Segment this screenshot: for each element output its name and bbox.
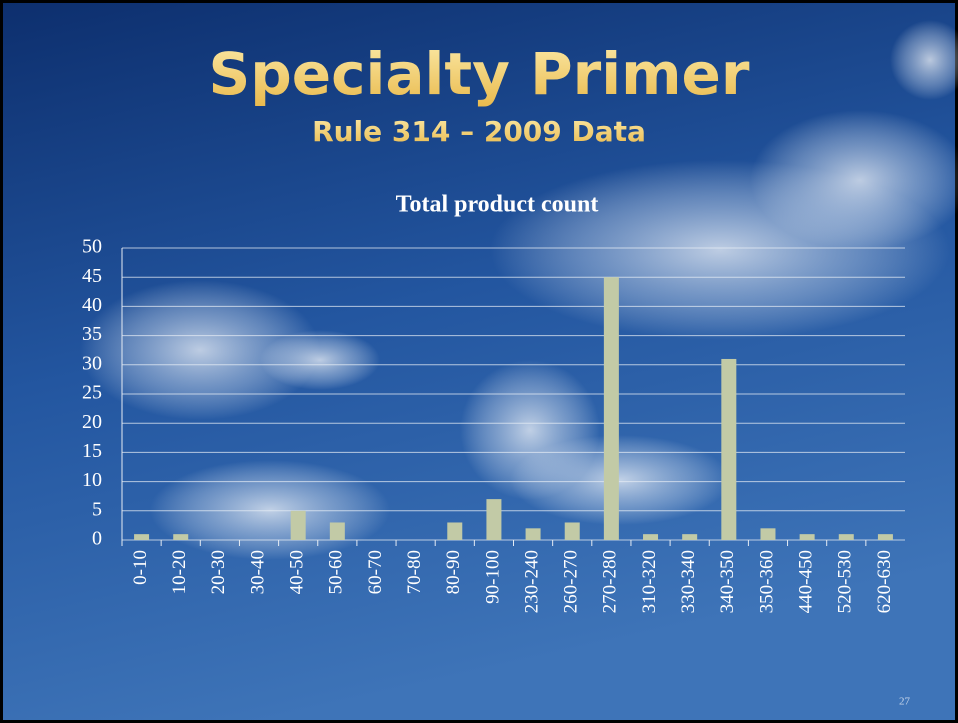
bar [486, 499, 502, 540]
bar [643, 534, 659, 540]
y-tick-label: 15 [82, 440, 102, 462]
bar [838, 534, 854, 540]
bar [799, 534, 815, 540]
x-tick-label: 340-350 [717, 550, 738, 613]
x-tick-label: 440-450 [795, 550, 816, 613]
bar [134, 534, 150, 540]
y-tick-label: 5 [92, 498, 102, 520]
y-tick-label: 45 [82, 265, 102, 287]
x-tick-label: 50-60 [326, 550, 347, 594]
x-tick-label: 60-70 [365, 550, 386, 594]
y-tick-label: 50 [82, 236, 102, 258]
bar [682, 534, 698, 540]
x-tick-label: 330-340 [678, 550, 699, 613]
y-tick-label: 40 [82, 294, 102, 316]
bar [603, 277, 619, 540]
x-tick-label: 20-30 [208, 550, 229, 594]
bar [290, 510, 306, 540]
x-tick-label: 230-240 [521, 550, 542, 613]
y-tick-label: 30 [82, 352, 102, 374]
x-tick-label: 10-20 [169, 550, 190, 594]
clouds [80, 20, 958, 560]
page-number: 27 [899, 696, 911, 708]
x-tick-label: 0-10 [130, 550, 151, 585]
bar [525, 528, 541, 540]
x-tick-label: 260-270 [561, 550, 582, 613]
y-tick-label: 0 [92, 528, 102, 550]
bar [447, 522, 463, 540]
x-tick-label: 40-50 [287, 550, 308, 594]
x-tick-label: 30-40 [247, 550, 268, 594]
bar [329, 522, 345, 540]
x-tick-label: 350-360 [756, 550, 777, 613]
y-tick-label: 10 [82, 469, 102, 491]
x-tick-label: 520-530 [835, 550, 856, 613]
x-tick-label: 620-630 [874, 550, 895, 613]
x-tick-label: 80-90 [443, 550, 464, 594]
x-tick-label: 310-320 [639, 550, 660, 613]
x-tick-label: 90-100 [482, 550, 503, 604]
bar [760, 528, 776, 540]
chart-title: Total product count [396, 192, 599, 218]
bar [564, 522, 580, 540]
slide-subtitle: Rule 314 – 2009 Data [312, 115, 646, 148]
slide-title: Specialty Primer [208, 40, 749, 108]
x-tick-label: 270-280 [600, 550, 621, 613]
x-tick-label: 70-80 [404, 550, 425, 594]
y-tick-label: 20 [82, 411, 102, 433]
bar [877, 534, 893, 540]
bar [173, 534, 189, 540]
y-tick-label: 35 [82, 323, 102, 345]
y-tick-label: 25 [82, 382, 102, 404]
bar [721, 358, 737, 540]
